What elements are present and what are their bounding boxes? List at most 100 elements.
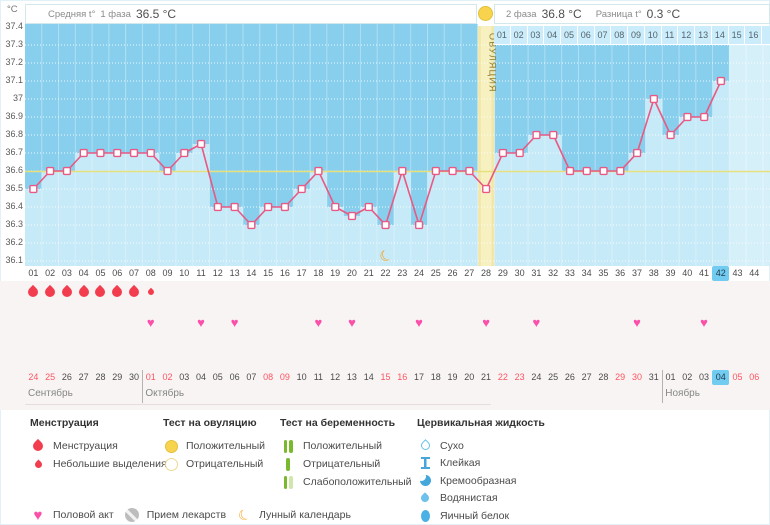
temp-point[interactable] (196, 139, 206, 149)
intercourse-cell[interactable] (59, 314, 76, 331)
intercourse-cell[interactable] (92, 314, 109, 331)
date-cell[interactable]: 09 (279, 372, 290, 382)
date-cell[interactable]: 04 (196, 372, 207, 382)
cycle-day-cell[interactable]: 25 (430, 268, 441, 278)
cycle-day-cell[interactable]: 27 (464, 268, 475, 278)
day-column[interactable] (662, 135, 680, 266)
menstruation-cell[interactable] (126, 284, 143, 300)
day-column[interactable] (92, 153, 109, 266)
temp-point[interactable] (331, 202, 340, 212)
cycle-day-cell[interactable]: 09 (162, 268, 173, 278)
cycle-day-cell[interactable]: 32 (548, 268, 559, 278)
temp-point[interactable] (649, 94, 658, 104)
day-column[interactable] (25, 189, 42, 266)
date-cell[interactable]: 11 (313, 372, 324, 382)
day-column[interactable] (695, 117, 713, 266)
date-cell[interactable]: 06 (749, 372, 760, 382)
date-cell[interactable]: 01 (145, 372, 156, 382)
cycle-day-cell[interactable]: 12 (212, 268, 223, 278)
date-cell[interactable]: 06 (229, 372, 240, 382)
day-column[interactable] (444, 171, 462, 266)
date-cell[interactable]: 22 (497, 372, 508, 382)
menstruation-cell[interactable] (42, 284, 59, 300)
day-column[interactable] (712, 81, 730, 266)
date-cell[interactable]: 29 (112, 372, 123, 382)
intercourse-cell[interactable] (511, 314, 528, 331)
date-cell[interactable]: 15 (380, 372, 391, 382)
temp-point[interactable] (29, 184, 38, 194)
cycle-day-cell[interactable]: 18 (313, 268, 324, 278)
temp-point[interactable] (280, 202, 290, 212)
day-column[interactable] (125, 153, 143, 266)
day-column[interactable] (243, 225, 260, 266)
day-column[interactable] (410, 225, 428, 266)
intercourse-cell[interactable] (562, 314, 579, 331)
cycle-day-cell[interactable]: 10 (179, 268, 190, 278)
date-cell[interactable]: 23 (514, 372, 525, 382)
intercourse-cell[interactable] (578, 314, 595, 331)
day-column[interactable] (58, 171, 76, 266)
date-cell[interactable]: 24 (531, 372, 542, 382)
cycle-day-cell[interactable]: 22 (380, 268, 391, 278)
temp-point[interactable] (414, 220, 424, 230)
menstruation-cell[interactable] (109, 284, 126, 300)
temp-point[interactable] (79, 148, 88, 158)
intercourse-heart-icon[interactable]: ♥ (633, 315, 641, 330)
cycle-day-cell[interactable]: 39 (665, 268, 676, 278)
date-cell[interactable]: 25 (45, 372, 56, 382)
cycle-day-cell[interactable]: 16 (279, 268, 290, 278)
date-cell[interactable]: 30 (631, 372, 642, 382)
day-column[interactable] (192, 144, 210, 266)
cycle-day-cell[interactable]: 17 (296, 268, 307, 278)
day-column[interactable] (226, 207, 244, 266)
cycle-day-cell[interactable]: 31 (531, 268, 542, 278)
date-cell[interactable]: 05 (732, 372, 743, 382)
cycle-day-cell[interactable]: 20 (346, 268, 357, 278)
cycle-day-cell[interactable]: 19 (330, 268, 341, 278)
temp-point[interactable] (398, 166, 407, 176)
temp-point[interactable] (633, 148, 642, 158)
date-cell[interactable]: 27 (581, 372, 592, 382)
day-column[interactable] (544, 135, 562, 266)
date-cell[interactable]: 31 (648, 372, 659, 382)
day-column[interactable] (142, 153, 160, 266)
date-cell[interactable]: 02 (162, 372, 173, 382)
intercourse-cell[interactable] (645, 314, 662, 331)
temp-point[interactable] (549, 130, 558, 140)
temp-point[interactable] (666, 130, 675, 140)
date-cell[interactable]: 14 (363, 372, 374, 382)
date-cell[interactable]: 29 (615, 372, 626, 382)
intercourse-cell[interactable] (377, 314, 394, 331)
temp-point[interactable] (482, 184, 491, 194)
day-column[interactable] (209, 207, 227, 266)
day-column[interactable] (528, 135, 545, 266)
temp-point[interactable] (213, 202, 222, 212)
temp-point[interactable] (683, 112, 692, 122)
cycle-day-cell[interactable]: 06 (112, 268, 123, 278)
temp-point[interactable] (700, 112, 709, 122)
date-cell[interactable]: 03 (699, 372, 710, 382)
temp-point[interactable] (515, 148, 524, 158)
intercourse-cell[interactable] (159, 314, 176, 331)
menstruation-cell[interactable] (75, 284, 92, 300)
intercourse-cell[interactable] (75, 314, 92, 331)
date-cell[interactable]: 26 (61, 372, 72, 382)
date-cell[interactable]: 25 (548, 372, 559, 382)
day-column[interactable] (310, 171, 327, 266)
temp-point[interactable] (448, 166, 457, 176)
intercourse-cell[interactable] (176, 314, 193, 331)
cycle-day-cell[interactable]: 02 (45, 268, 56, 278)
day-column[interactable] (511, 153, 529, 266)
date-cell[interactable]: 03 (179, 372, 190, 382)
intercourse-heart-icon[interactable]: ♥ (700, 315, 708, 330)
temp-point[interactable] (599, 166, 608, 176)
day-column[interactable] (326, 207, 344, 266)
date-cell[interactable]: 07 (246, 372, 257, 382)
date-cell[interactable]: 26 (564, 372, 575, 382)
date-cell[interactable]: 08 (263, 372, 274, 382)
day-column[interactable] (108, 153, 126, 266)
intercourse-cell[interactable] (545, 314, 562, 331)
temp-point[interactable] (498, 148, 508, 158)
date-cell[interactable]: 02 (682, 372, 693, 382)
day-column[interactable] (259, 207, 277, 266)
